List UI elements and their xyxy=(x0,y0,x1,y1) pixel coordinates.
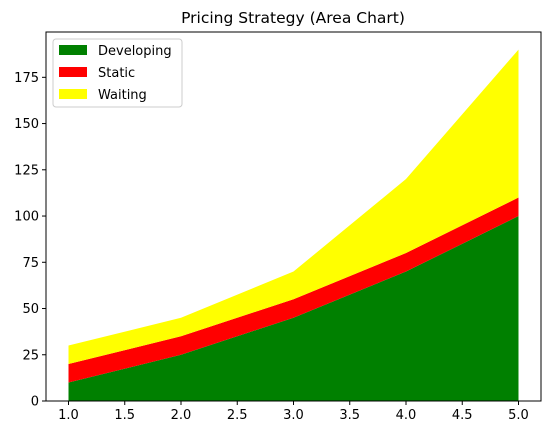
y-axis: 0 25 50 75 100 125 150 175 xyxy=(14,71,46,410)
legend-label-waiting: Waiting xyxy=(98,88,147,103)
legend-swatch-static xyxy=(59,67,87,77)
x-axis: 1.0 1.5 2.0 2.5 3.0 3.5 4.0 4.5 5.0 xyxy=(58,401,529,423)
y-tick-label: 175 xyxy=(14,71,39,86)
x-tick-label: 1.5 xyxy=(114,408,135,423)
y-tick-label: 75 xyxy=(22,256,39,271)
x-tick-label: 4.0 xyxy=(396,408,417,423)
area-layers xyxy=(68,49,519,401)
x-tick-label: 4.5 xyxy=(452,408,473,423)
legend-swatch-developing xyxy=(59,45,87,55)
legend-label-static: Static xyxy=(98,66,135,81)
y-tick-label: 125 xyxy=(14,163,39,178)
chart-title: Pricing Strategy (Area Chart) xyxy=(181,9,405,27)
legend-swatch-waiting xyxy=(59,89,87,99)
x-tick-label: 3.0 xyxy=(283,408,304,423)
y-tick-label: 50 xyxy=(22,302,39,317)
legend: Developing Static Waiting xyxy=(52,38,183,108)
x-tick-label: 1.0 xyxy=(58,408,79,423)
y-tick-label: 150 xyxy=(14,117,39,132)
legend-label-developing: Developing xyxy=(98,44,172,59)
x-tick-label: 3.5 xyxy=(339,408,360,423)
area-series-waiting xyxy=(68,49,519,365)
y-tick-label: 100 xyxy=(14,210,39,225)
x-tick-label: 2.0 xyxy=(171,408,192,423)
x-tick-label: 5.0 xyxy=(508,408,529,423)
y-tick-label: 0 xyxy=(31,395,39,410)
x-tick-label: 2.5 xyxy=(227,408,248,423)
y-tick-label: 25 xyxy=(22,348,39,363)
